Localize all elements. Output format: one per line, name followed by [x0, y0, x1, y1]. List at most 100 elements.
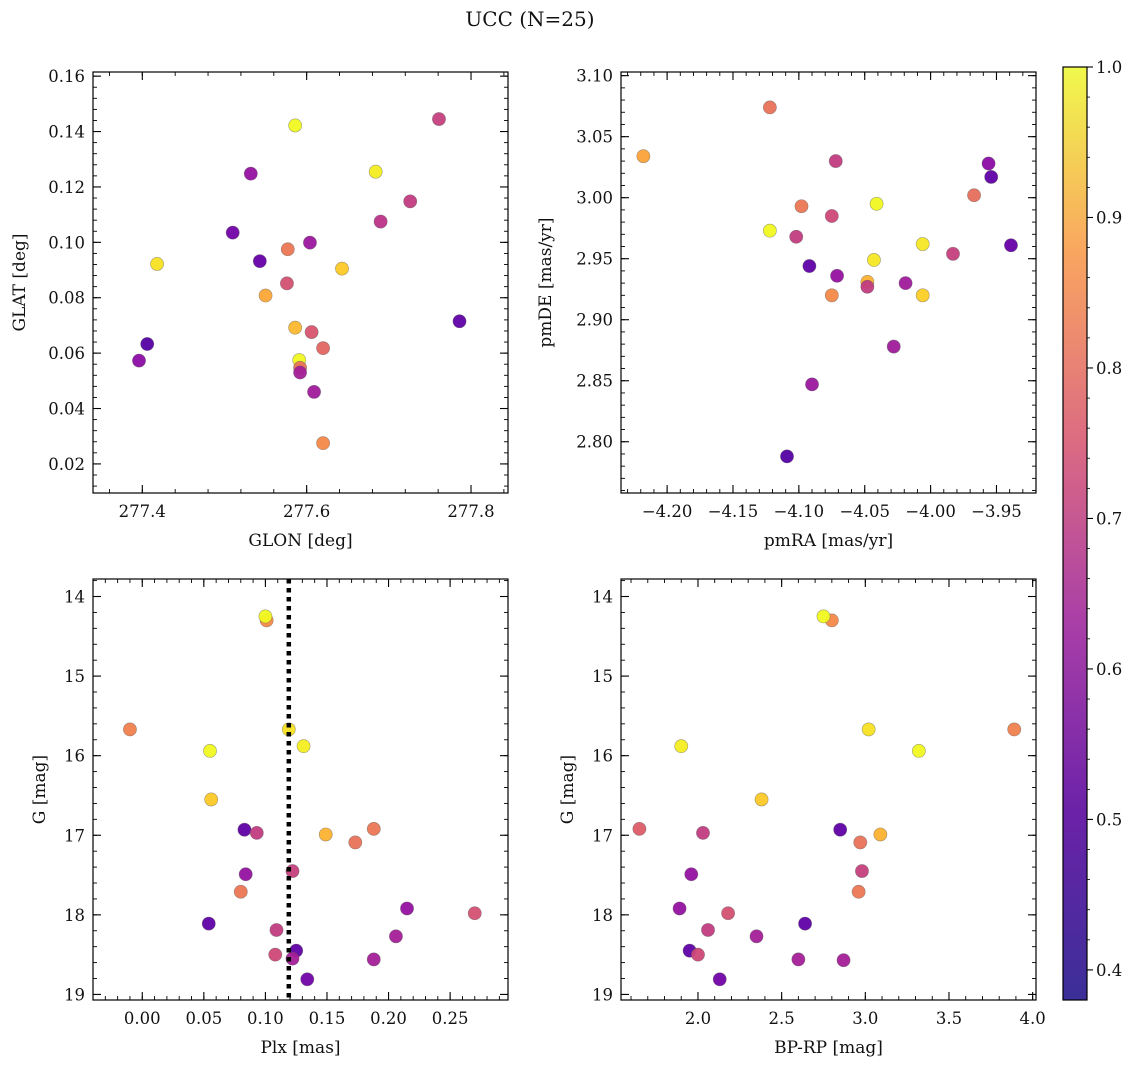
colorbar-tick-label: 0.4: [1096, 961, 1122, 980]
scatter-point: [204, 792, 219, 807]
x-tick-label: −4.10: [774, 502, 825, 521]
y-tick-label: 2.95: [576, 250, 613, 269]
y-tick-label: 14: [592, 588, 613, 607]
colorbar-gradient: [1062, 66, 1088, 1001]
y-tick-label: 3.05: [576, 128, 613, 147]
y-tick-label: 15: [64, 667, 85, 686]
subplot-3: 0.00 0.05 0.10 0.15 0.20 0.25 14 15 16 17 18 19 Plx …: [30, 578, 509, 1058]
scatter-point: [824, 288, 839, 303]
axes-frame: [620, 578, 1037, 1001]
axes-frame: [92, 578, 509, 1001]
x-tick-label: −3.95: [971, 502, 1022, 521]
scatter-point: [802, 259, 817, 273]
x-axis-label: Plx [mas]: [260, 1038, 340, 1058]
scatter-point: [869, 196, 884, 211]
scatter-point: [280, 276, 294, 291]
y-tick-label: 0.08: [48, 289, 85, 308]
x-tick-label: 277.6: [283, 502, 330, 521]
x-tick-label: 0.20: [370, 1009, 407, 1028]
scatter-point: [867, 253, 881, 267]
scatter-point: [691, 947, 705, 962]
scatter-point: [946, 246, 960, 261]
scatter-point: [632, 821, 647, 836]
axes-layer: 277.4 277.6 277.8 0.02 0.04 0.06 0.08 0.10 0.12 0…: [10, 67, 1046, 1058]
subplot-2: −4.20 −4.15 −4.10 −4.05 −4.00 −3.95 2.80 2.85 2.…: [536, 67, 1037, 551]
y-tick-label: 0.12: [48, 178, 85, 197]
colorbar-tick-label: 0.7: [1096, 509, 1122, 528]
scatter-point: [316, 341, 330, 356]
x-tick-label: 2.0: [685, 1009, 711, 1028]
x-tick-label: 0.15: [309, 1009, 346, 1028]
y-tick-label: 2.90: [576, 311, 613, 330]
scatter-point: [749, 929, 764, 944]
y-tick-label: 18: [592, 906, 613, 925]
y-tick-label: 18: [64, 906, 85, 925]
scatter-point: [293, 365, 307, 380]
y-tick-label: 0.02: [48, 455, 85, 474]
y-tick-label: 0.10: [48, 233, 85, 252]
scatter-point: [366, 821, 381, 836]
x-tick-label: 0.25: [432, 1009, 469, 1028]
scatter-point: [911, 744, 926, 758]
scatter-point: [288, 320, 303, 335]
scatter-point: [712, 972, 727, 987]
y-tick-label: 2.80: [576, 433, 613, 452]
y-axis-label: G [mag]: [558, 755, 578, 824]
colorbar: 0.4 0.5 0.6 0.7 0.8 0.9 1.0: [1062, 58, 1122, 1001]
y-tick-label: 19: [592, 985, 613, 1004]
scatter-point: [233, 884, 248, 899]
axes-frame: [620, 71, 1037, 494]
x-axis-label: pmRA [mas/yr]: [764, 531, 893, 551]
scatter-point: [886, 339, 901, 354]
subplot-4: 2.0 2.5 3.0 3.5 4.0 14 15 16 17 18 19 BP-RP [mag] G …: [558, 578, 1046, 1058]
y-tick-label: 3.10: [576, 67, 613, 86]
figure-title: UCC (N=25): [465, 7, 594, 31]
x-tick-label: 277.8: [447, 502, 494, 521]
y-tick-label: 0.16: [48, 67, 85, 86]
scatter-point: [824, 209, 839, 223]
scatter-point: [225, 225, 240, 240]
scatter-point: [140, 337, 155, 351]
scatter-point: [296, 739, 311, 754]
scatter-point: [150, 257, 164, 271]
scatter-point: [672, 901, 687, 916]
scatter-point: [780, 449, 794, 464]
x-tick-label: 3.5: [936, 1009, 962, 1028]
scatter-point: [791, 952, 806, 967]
colorbar-tick-label: 1.0: [1096, 58, 1122, 77]
scatter-point: [132, 353, 146, 368]
x-axis-label: GLON [deg]: [248, 531, 352, 551]
y-tick-label: 15: [592, 667, 613, 686]
scatter-point: [636, 149, 651, 164]
scatter-point: [452, 314, 467, 329]
y-tick-label: 0.04: [48, 400, 85, 419]
scatter-point: [243, 166, 258, 181]
x-tick-label: 2.5: [769, 1009, 795, 1028]
scatter-point: [373, 214, 388, 229]
scatter-point: [721, 906, 735, 921]
y-axis-label: pmDE [mas/yr]: [536, 217, 556, 347]
scatter-point: [674, 739, 689, 754]
x-tick-label: 0.05: [185, 1009, 222, 1028]
scatter-point: [898, 276, 913, 291]
scatter-point: [432, 112, 446, 126]
y-tick-label: 0.14: [48, 123, 85, 142]
scatter-point: [304, 325, 319, 339]
scatter-point: [861, 722, 876, 737]
x-tick-label: 0.00: [124, 1009, 161, 1028]
y-tick-label: 17: [64, 826, 85, 845]
x-axis-label: BP-RP [mag]: [774, 1038, 883, 1058]
scatter-point: [798, 916, 812, 931]
scatter-point: [467, 906, 482, 921]
scatter-point: [258, 288, 273, 303]
scatter-point: [828, 154, 843, 168]
scatter-point: [816, 609, 831, 624]
y-tick-label: 17: [592, 826, 613, 845]
y-tick-label: 2.85: [576, 372, 613, 391]
y-tick-label: 3.00: [576, 189, 613, 208]
axes-frame: [92, 71, 509, 494]
scatter-point: [836, 953, 851, 968]
scatter-point: [830, 268, 844, 283]
scatter-point: [300, 972, 315, 987]
